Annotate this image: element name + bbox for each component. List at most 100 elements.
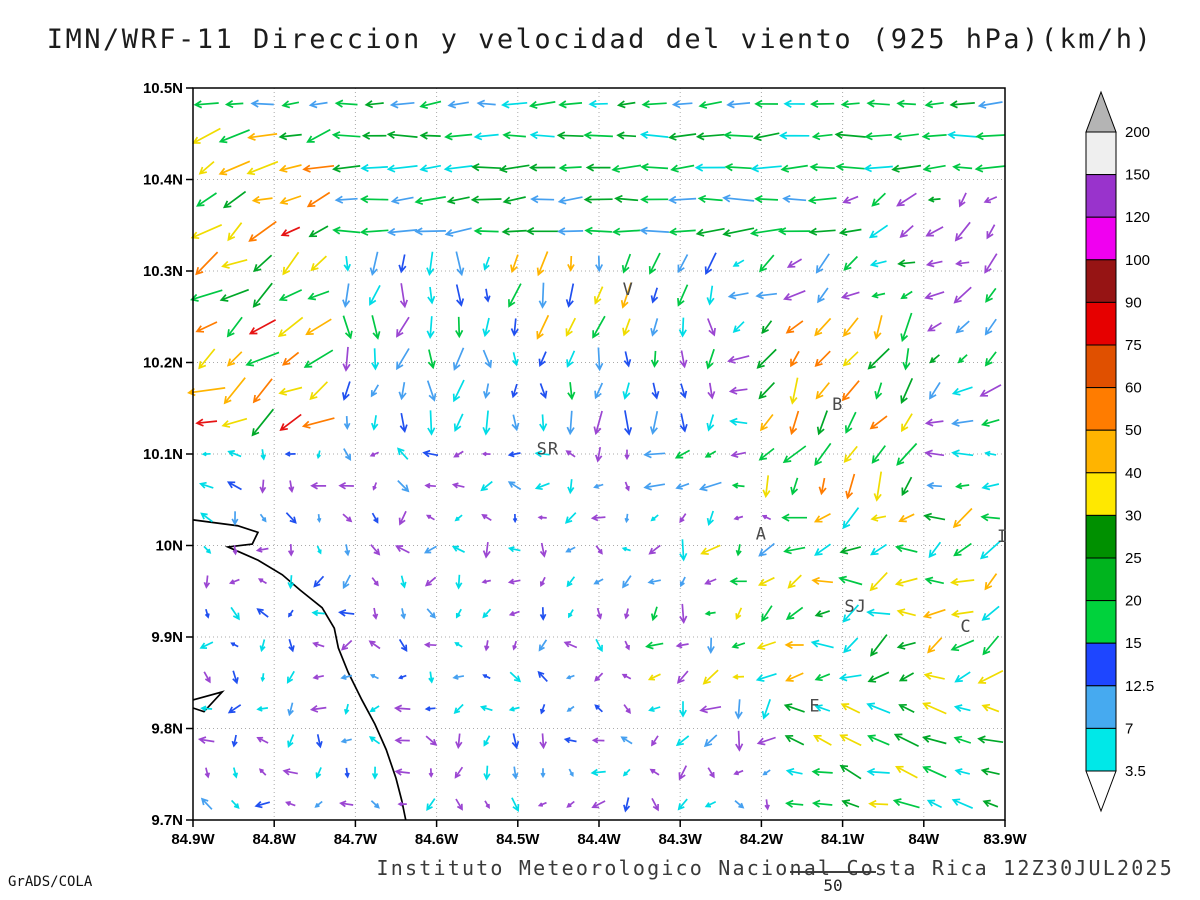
wind-arrow bbox=[727, 355, 750, 364]
wind-arrow bbox=[483, 288, 491, 303]
wind-arrow bbox=[868, 799, 889, 809]
wind-arrow bbox=[951, 386, 973, 396]
wind-arrow bbox=[839, 734, 862, 747]
colorbar-box bbox=[1085, 642, 1117, 687]
wind-arrow bbox=[286, 670, 295, 684]
station-label: V bbox=[623, 280, 634, 300]
wind-arrow bbox=[924, 291, 945, 300]
colorbar-box bbox=[1085, 429, 1117, 474]
wind-arrow bbox=[694, 163, 726, 172]
wind-arrow bbox=[260, 673, 266, 683]
wind-arrow bbox=[332, 164, 361, 173]
wind-arrow bbox=[251, 195, 273, 204]
wind-arrow bbox=[679, 576, 686, 588]
y-tick-label: 10N bbox=[155, 538, 183, 555]
colorbar-level-label: 12.5 bbox=[1125, 678, 1154, 695]
wind-arrow bbox=[455, 316, 464, 339]
wind-arrow bbox=[471, 163, 502, 172]
wind-arrow bbox=[867, 347, 890, 370]
wind-arrow bbox=[647, 578, 661, 585]
wind-arrow bbox=[222, 190, 247, 209]
wind-arrow bbox=[224, 99, 244, 109]
wind-arrow bbox=[303, 349, 334, 368]
wind-arrow bbox=[482, 349, 493, 369]
wind-arrow bbox=[810, 639, 834, 649]
wind-arrow bbox=[679, 413, 688, 433]
wind-arrow bbox=[893, 733, 919, 747]
wind-arrow bbox=[557, 227, 584, 236]
wind-arrow bbox=[564, 512, 577, 524]
wind-arrow bbox=[895, 765, 918, 779]
wind-arrow bbox=[231, 734, 238, 748]
wind-arrow bbox=[591, 800, 606, 809]
wind-arrow bbox=[593, 286, 604, 305]
wind-arrow bbox=[473, 226, 499, 236]
wind-arrow bbox=[246, 160, 279, 176]
wind-arrow bbox=[732, 673, 745, 680]
wind-arrow bbox=[703, 734, 718, 748]
wind-arrow bbox=[651, 798, 659, 812]
y-tick-label: 9.9N bbox=[151, 629, 183, 646]
wind-arrow bbox=[512, 513, 518, 524]
wind-arrow bbox=[479, 705, 493, 712]
wind-arrow bbox=[648, 252, 661, 275]
wind-arrow bbox=[252, 378, 273, 404]
wind-arrow bbox=[699, 705, 722, 714]
wind-arrow bbox=[200, 512, 213, 523]
wind-arrow bbox=[668, 227, 696, 236]
wind-arrow bbox=[511, 733, 520, 750]
wind-arrow bbox=[259, 479, 267, 494]
wind-arrow bbox=[342, 574, 352, 590]
wind-arrow bbox=[538, 639, 548, 652]
wind-arrow bbox=[368, 640, 381, 650]
wind-arrow bbox=[733, 769, 744, 776]
wind-arrow bbox=[387, 227, 418, 237]
wind-arrow bbox=[873, 315, 883, 340]
wind-arrow bbox=[567, 479, 575, 495]
colorbar-level-label: 60 bbox=[1125, 380, 1142, 397]
wind-arrow bbox=[749, 228, 783, 237]
wind-arrow bbox=[566, 705, 575, 712]
wind-arrow bbox=[866, 99, 890, 108]
wind-arrow bbox=[643, 482, 666, 491]
wind-arrow bbox=[537, 801, 547, 807]
wind-arrow bbox=[455, 798, 463, 811]
wind-arrow bbox=[397, 480, 410, 493]
wind-arrow bbox=[557, 196, 583, 205]
wind-arrow bbox=[483, 735, 491, 747]
wind-arrow bbox=[508, 706, 520, 712]
wind-arrow bbox=[196, 192, 217, 207]
wind-arrow bbox=[790, 477, 799, 496]
wind-arrow bbox=[623, 704, 631, 715]
wind-arrow bbox=[248, 220, 277, 242]
wind-arrow bbox=[306, 191, 331, 208]
wind-arrow bbox=[981, 605, 1000, 621]
wind-arrow bbox=[650, 350, 659, 368]
wind-arrow bbox=[195, 418, 218, 427]
wind-arrow bbox=[230, 606, 240, 621]
wind-arrow bbox=[537, 670, 548, 682]
wind-arrow bbox=[732, 259, 745, 267]
wind-arrow bbox=[679, 603, 688, 625]
wind-arrow bbox=[539, 733, 547, 750]
wind-arrow bbox=[482, 383, 491, 399]
y-tick-label: 10.1N bbox=[143, 446, 183, 463]
wind-arrow bbox=[705, 348, 715, 370]
wind-arrow bbox=[785, 799, 804, 808]
wind-arrow bbox=[279, 195, 302, 205]
wind-arrow bbox=[455, 733, 463, 750]
colorbar-level-label: 15 bbox=[1125, 635, 1142, 652]
wind-arrow bbox=[509, 671, 522, 683]
wind-arrow bbox=[922, 702, 947, 715]
wind-arrow bbox=[707, 382, 716, 400]
wind-arrow bbox=[446, 196, 470, 205]
wind-arrow bbox=[840, 703, 861, 714]
wind-arrow bbox=[782, 194, 807, 204]
wind-arrow bbox=[316, 545, 322, 555]
wind-arrow bbox=[611, 164, 642, 173]
wind-arrow bbox=[371, 348, 380, 371]
wind-arrow bbox=[343, 703, 350, 715]
wind-arrow bbox=[839, 546, 862, 555]
wind-arrow bbox=[648, 544, 661, 555]
wind-arrow bbox=[454, 766, 464, 779]
